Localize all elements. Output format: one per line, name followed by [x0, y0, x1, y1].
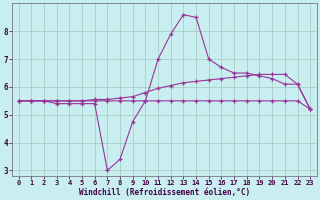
X-axis label: Windchill (Refroidissement éolien,°C): Windchill (Refroidissement éolien,°C) — [79, 188, 250, 197]
